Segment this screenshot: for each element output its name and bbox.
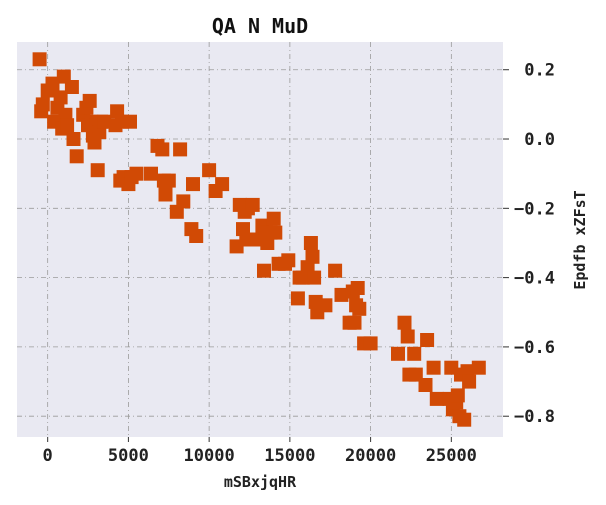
data-point [268,225,283,240]
data-point [420,333,435,347]
y-tick-label: −0.2 [514,199,555,219]
data-point [64,80,79,94]
data-point [462,374,477,389]
data-point [363,336,378,351]
chart-title: QA N MuD [212,14,308,38]
data-point [307,270,322,285]
data-point [144,166,158,181]
data-point [215,177,230,192]
data-point [173,142,188,157]
x-tick-label: 25000 [426,446,477,466]
x-tick-label: 5000 [108,446,149,466]
data-point [186,177,200,192]
data-point [176,194,191,209]
data-point [334,287,349,302]
data-point [257,263,271,278]
y-tick-label: 0.2 [524,61,555,81]
data-point [123,114,137,129]
y-tick-label: −0.4 [514,269,555,289]
data-point [155,142,170,157]
data-point [158,187,173,202]
data-point [97,114,112,129]
data-point [189,229,204,243]
data-point [352,301,367,316]
x-tick-label: 15000 [264,446,315,466]
data-point [90,163,105,178]
data-point [391,346,405,361]
data-point [32,52,47,67]
data-point [53,90,68,105]
y-tick-label: −0.8 [514,407,555,427]
x-axis-label: mSBxjqHR [224,473,297,491]
x-tick-label: 0 [43,446,53,466]
data-point [400,329,415,344]
data-point [397,315,412,330]
data-point [426,360,441,375]
axis-ticks: 0 5000 10000 15000 20000 25000 0.2 0.0 −0.2 −0.4 −… [43,61,555,466]
data-point [245,197,260,212]
x-tick-label: 20000 [345,446,396,466]
data-points [32,52,486,427]
data-point [281,253,296,268]
data-point [318,298,333,313]
y-tick-label: −0.6 [514,338,555,358]
data-point [69,149,84,164]
data-point [457,412,472,427]
data-point [305,249,320,264]
data-point [303,236,318,250]
x-tick-label: 10000 [184,446,235,466]
data-point [202,163,217,178]
data-point [290,291,305,306]
y-axis-label: Epdfb xZFsT [571,190,589,289]
data-point [60,118,75,133]
data-point [266,211,281,226]
y-tick-label: 0.0 [524,130,555,150]
data-point [450,388,465,403]
data-point [35,97,50,112]
data-point [347,315,362,330]
data-point [129,166,144,181]
data-point [161,173,176,188]
data-point [471,360,486,375]
data-point [82,93,97,108]
data-point [429,391,444,406]
data-point [66,132,81,146]
data-point [328,263,343,278]
data-point [45,76,60,91]
data-point [407,346,422,361]
data-point [350,281,365,295]
data-point [418,378,433,392]
